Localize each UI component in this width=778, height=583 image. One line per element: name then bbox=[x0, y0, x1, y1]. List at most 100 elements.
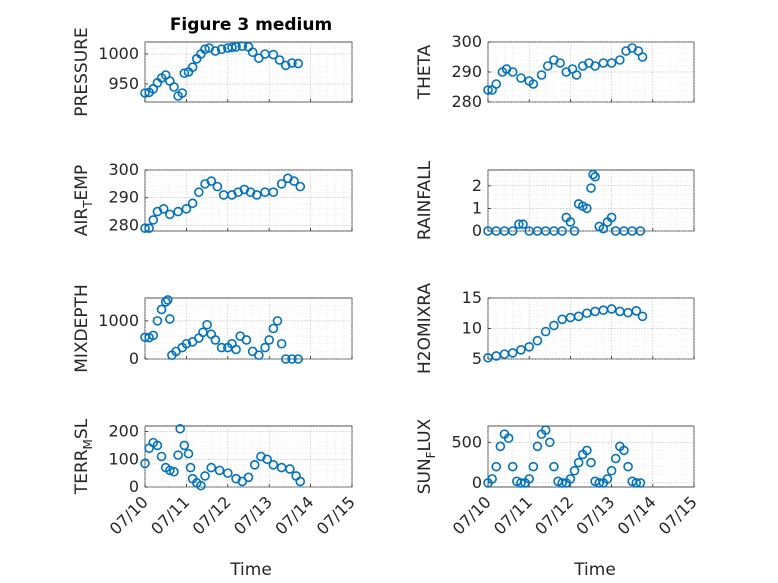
data-point bbox=[210, 335, 221, 345]
data-point bbox=[610, 453, 621, 464]
data-point bbox=[251, 190, 262, 200]
data-point bbox=[606, 304, 617, 314]
data-point bbox=[264, 335, 275, 345]
data-point bbox=[216, 44, 227, 55]
y-tick-label: 2 bbox=[472, 176, 482, 195]
data-point bbox=[287, 58, 297, 68]
data-point bbox=[210, 46, 221, 56]
data-point bbox=[156, 304, 167, 315]
y-tick-label: 0 bbox=[472, 221, 482, 240]
data-point bbox=[165, 314, 175, 324]
data-point bbox=[183, 448, 194, 459]
data-point bbox=[516, 478, 526, 488]
y-tick-label: 300 bbox=[108, 160, 139, 179]
panel-theta: 280 290 300 THETA bbox=[415, 32, 695, 111]
data-point bbox=[268, 460, 279, 470]
data-point bbox=[181, 204, 192, 214]
data-point bbox=[169, 466, 179, 477]
data-point bbox=[196, 480, 206, 491]
data-point bbox=[214, 465, 225, 476]
y-axis-label: THETA bbox=[415, 44, 435, 100]
data-point bbox=[569, 226, 580, 236]
data-point bbox=[536, 70, 547, 80]
data-point bbox=[540, 326, 551, 337]
y-axis-label: TERRMSL bbox=[72, 418, 95, 495]
data-point bbox=[140, 88, 150, 98]
data-point bbox=[598, 223, 609, 234]
data-point bbox=[175, 423, 185, 434]
data-point bbox=[602, 474, 613, 484]
y-tick-label: 290 bbox=[451, 62, 482, 81]
data-point bbox=[518, 219, 528, 230]
y-tick-label: 1000 bbox=[98, 311, 139, 330]
data-point bbox=[148, 330, 159, 341]
data-point bbox=[187, 62, 198, 72]
data-point bbox=[549, 320, 559, 331]
data-point bbox=[241, 335, 252, 345]
data-point bbox=[507, 226, 518, 236]
y-axis-label: H2OMIXRA bbox=[415, 283, 435, 374]
data-point bbox=[586, 183, 596, 193]
data-point bbox=[606, 212, 617, 223]
data-point bbox=[200, 44, 210, 55]
data-point bbox=[162, 295, 173, 305]
data-point bbox=[285, 464, 295, 474]
data-point bbox=[165, 465, 175, 476]
data-point bbox=[216, 342, 227, 353]
y-tick-label: 280 bbox=[451, 92, 482, 111]
data-point bbox=[606, 58, 617, 68]
panel-mixdepth: 0 1000 MIXDEPTH bbox=[72, 284, 353, 373]
data-point bbox=[160, 297, 171, 307]
data-point bbox=[573, 311, 584, 322]
data-point bbox=[615, 55, 625, 65]
data-point bbox=[200, 471, 210, 481]
data-point bbox=[185, 462, 196, 473]
data-point bbox=[206, 176, 217, 186]
data-point bbox=[254, 350, 264, 360]
y-tick-label: 15 bbox=[462, 288, 482, 307]
data-point bbox=[588, 169, 598, 180]
data-point bbox=[260, 342, 270, 353]
data-point bbox=[293, 354, 303, 364]
x-axis-label-left: Time bbox=[229, 560, 272, 580]
data-point bbox=[212, 181, 223, 192]
y-tick-label: 100 bbox=[108, 449, 139, 468]
data-point bbox=[181, 338, 192, 349]
y-tick-label: 1 bbox=[472, 198, 482, 217]
figure-title: Figure 3 medium bbox=[170, 15, 332, 35]
data-point bbox=[194, 187, 204, 197]
data-point bbox=[152, 440, 163, 451]
data-point bbox=[557, 226, 567, 236]
data-point bbox=[293, 58, 303, 69]
data-point bbox=[491, 79, 502, 89]
data-point bbox=[276, 179, 287, 189]
data-point bbox=[582, 203, 592, 214]
data-point bbox=[177, 88, 188, 98]
data-point bbox=[152, 316, 163, 326]
data-point bbox=[582, 445, 592, 456]
y-tick-label: 1000 bbox=[98, 44, 139, 63]
data-point bbox=[532, 441, 543, 452]
y-tick-label: 10 bbox=[462, 319, 482, 338]
y-tick-label: 300 bbox=[451, 32, 482, 51]
data-point bbox=[268, 49, 279, 60]
data-point bbox=[623, 461, 633, 472]
data-point bbox=[573, 457, 584, 468]
y-axis-label: PRESSURE bbox=[72, 27, 92, 116]
data-point bbox=[606, 465, 617, 476]
data-point bbox=[569, 465, 580, 476]
axes-box bbox=[144, 169, 353, 232]
data-point bbox=[619, 445, 629, 456]
axes-box bbox=[144, 425, 353, 488]
data-point bbox=[483, 85, 493, 95]
y-tick-label: 0 bbox=[472, 473, 482, 492]
data-point bbox=[173, 450, 183, 460]
data-point bbox=[528, 461, 539, 472]
data-point bbox=[144, 223, 154, 234]
data-point bbox=[631, 478, 642, 488]
data-point bbox=[495, 441, 506, 452]
data-point bbox=[268, 187, 279, 197]
data-point bbox=[571, 70, 582, 80]
data-point bbox=[227, 42, 237, 53]
y-axis-label: SUNFLUX bbox=[415, 418, 438, 494]
